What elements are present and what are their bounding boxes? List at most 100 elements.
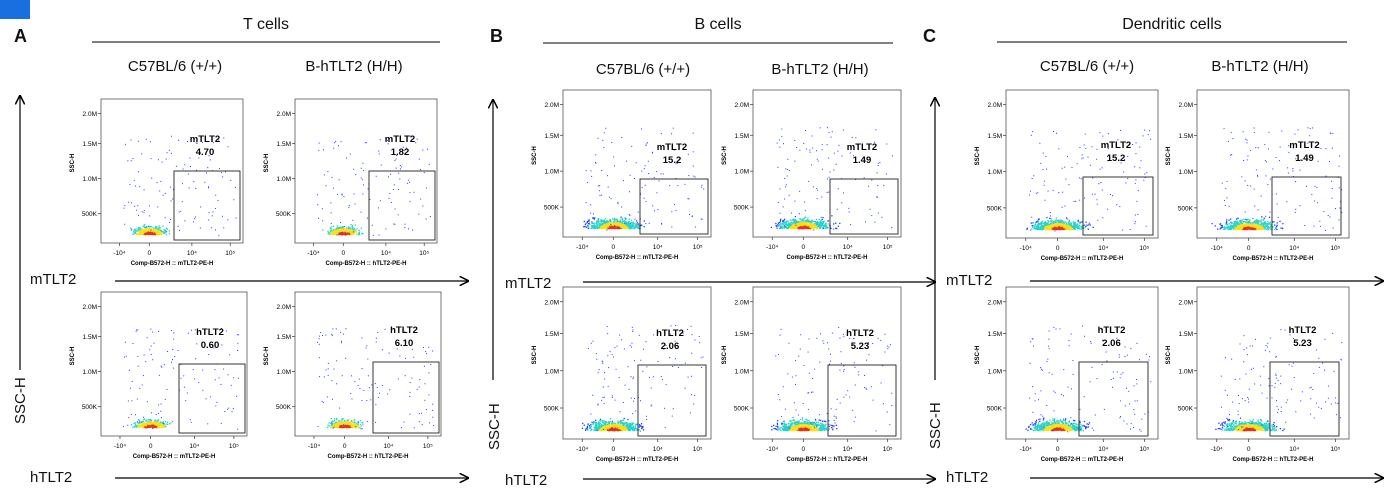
- event-dot: [192, 369, 194, 371]
- event-dot: [214, 369, 216, 371]
- event-dot: [604, 225, 606, 227]
- event-dot: [429, 422, 431, 424]
- event-dot: [809, 225, 811, 228]
- event-dot: [215, 194, 217, 196]
- event-dot: [220, 383, 222, 385]
- event-dot: [779, 224, 781, 226]
- event-dot: [329, 233, 332, 235]
- gate-box: [829, 178, 899, 235]
- x-tick-label: 10⁴: [381, 250, 391, 257]
- event-dot: [214, 207, 216, 209]
- event-dot: [627, 428, 630, 430]
- event-dot: [597, 137, 599, 139]
- event-dot: [144, 232, 147, 234]
- event-dot: [607, 222, 609, 225]
- event-dot: [409, 396, 411, 398]
- event-dot: [812, 220, 815, 223]
- event-dot: [353, 419, 355, 421]
- event-dot: [341, 418, 343, 420]
- event-dot: [139, 228, 141, 231]
- event-dot: [793, 227, 795, 230]
- event-dot: [661, 223, 663, 225]
- event-dot: [202, 389, 204, 391]
- event-dot: [684, 183, 686, 185]
- event-dot: [138, 227, 140, 229]
- event-dot: [616, 219, 618, 222]
- event-dot: [602, 422, 604, 424]
- event-dot: [613, 428, 615, 431]
- event-dot: [639, 400, 641, 402]
- event-dot: [591, 224, 593, 226]
- event-dot: [322, 229, 324, 231]
- event-dot: [599, 426, 602, 428]
- event-dot: [340, 425, 342, 427]
- event-dot: [810, 225, 812, 227]
- event-dot: [599, 418, 602, 421]
- event-dot: [794, 140, 796, 142]
- event-dot: [881, 216, 883, 218]
- event-dot: [129, 387, 131, 389]
- event-dot: [132, 343, 134, 345]
- event-dot: [821, 224, 823, 226]
- event-dot: [868, 147, 870, 149]
- event-dot: [167, 351, 169, 353]
- event-dot: [652, 205, 654, 207]
- event-dot: [620, 420, 622, 423]
- event-dot: [617, 224, 619, 226]
- event-dot: [333, 423, 335, 426]
- event-dot: [778, 224, 780, 226]
- event-dot: [134, 229, 136, 231]
- event-dot: [658, 180, 660, 182]
- event-dot: [172, 198, 174, 200]
- event-dot: [622, 425, 625, 428]
- event-dot: [603, 220, 605, 222]
- event-dot: [613, 424, 615, 427]
- event-dot: [155, 228, 157, 231]
- event-dot: [622, 427, 624, 429]
- event-dot: [804, 222, 806, 225]
- event-dot: [341, 227, 344, 229]
- event-dot: [418, 413, 420, 415]
- event-dot: [653, 210, 655, 212]
- event-dot: [684, 362, 686, 364]
- event-dot: [877, 162, 879, 164]
- event-dot: [603, 403, 605, 405]
- event-dot: [330, 212, 332, 214]
- event-dot: [605, 217, 607, 220]
- event-dot: [796, 225, 798, 227]
- event-dot: [341, 421, 344, 423]
- event-dot: [156, 232, 159, 234]
- event-dot: [195, 142, 197, 144]
- event-dot: [607, 186, 609, 188]
- event-dot: [203, 346, 205, 348]
- event-dot: [432, 416, 434, 418]
- event-dot: [358, 233, 360, 235]
- plot-frame: [562, 89, 712, 238]
- event-dot: [330, 418, 332, 420]
- event-dot: [618, 425, 621, 428]
- event-dot: [164, 231, 167, 233]
- event-dot: [625, 221, 627, 224]
- event-dot: [163, 424, 166, 426]
- event-dot: [822, 217, 824, 219]
- event-dot: [611, 423, 613, 426]
- event-dot: [140, 231, 142, 233]
- event-dot: [318, 142, 320, 144]
- event-dot: [623, 223, 625, 225]
- event-dot: [377, 396, 379, 398]
- event-dot: [153, 424, 155, 427]
- event-dot: [590, 425, 592, 427]
- event-dot: [609, 426, 612, 429]
- event-dot: [318, 217, 320, 219]
- event-dot: [628, 224, 630, 226]
- event-dot: [166, 388, 168, 390]
- event-dot: [783, 227, 785, 229]
- event-dot: [782, 225, 784, 227]
- event-dot: [202, 369, 204, 371]
- event-dot: [629, 225, 631, 227]
- event-dot: [361, 337, 363, 339]
- event-dot: [150, 225, 152, 228]
- event-dot: [428, 394, 430, 396]
- event-dot: [150, 158, 152, 160]
- event-dot: [799, 225, 801, 227]
